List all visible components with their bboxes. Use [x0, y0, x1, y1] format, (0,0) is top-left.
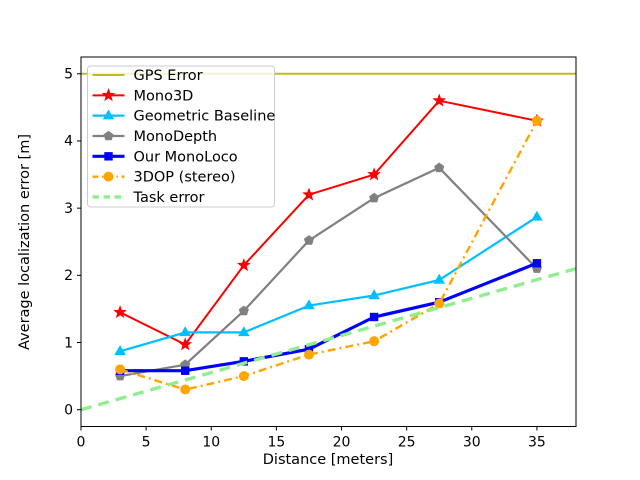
- legend-label: MonoDepth: [134, 129, 218, 145]
- circle-marker: [531, 115, 542, 126]
- axes: 0 5 10 15 20 25 30 35 0 1 2 3 4 5: [64, 56, 577, 451]
- square-marker: [369, 312, 379, 322]
- circle-marker: [115, 364, 126, 375]
- legend-entry-3dop-stereo: 3DOP (stereo): [92, 170, 236, 186]
- y-tick-label: 2: [64, 268, 73, 284]
- legend-entry-monodepth: MonoDepth: [92, 129, 218, 145]
- star-marker: [237, 258, 251, 272]
- circle-marker: [180, 384, 191, 395]
- series-line-our-monoloco: [120, 261, 538, 373]
- square-marker: [304, 345, 314, 354]
- pentagon-marker: [434, 162, 445, 173]
- circle-marker: [369, 336, 380, 347]
- y-tick-label: 3: [64, 201, 73, 217]
- series-our-monoloco: [115, 259, 542, 375]
- square-marker: [239, 357, 249, 366]
- x-tick-label: 5: [142, 435, 151, 451]
- x-tick-label: 25: [398, 435, 416, 451]
- circle-marker: [238, 371, 249, 382]
- circle-marker: [103, 171, 114, 182]
- series-3dop-stereo: [115, 115, 542, 395]
- x-tick-label: 0: [77, 435, 86, 451]
- triangle-marker: [179, 326, 191, 337]
- plot-border: [80, 56, 577, 427]
- legend-label: Geometric Baseline: [134, 109, 276, 125]
- star-marker: [113, 305, 127, 319]
- triangle-marker: [433, 273, 445, 284]
- legend-label: GPS Error: [134, 68, 203, 84]
- legend-label: 3DOP (stereo): [134, 170, 236, 186]
- y-tick-label: 0: [64, 402, 73, 418]
- y-tick-label: 1: [64, 335, 73, 351]
- star-marker: [178, 337, 193, 351]
- x-axis-label: Distance [meters]: [263, 452, 394, 468]
- x-tick-label: 10: [202, 435, 220, 451]
- triangle-marker: [303, 299, 315, 310]
- star-marker: [101, 88, 116, 102]
- y-tick-label: 5: [64, 67, 73, 83]
- x-tick-label: 20: [333, 435, 351, 451]
- legend-entry-our-monoloco: Our MonoLoco: [92, 149, 238, 165]
- y-axis-label: Average localization error [m]: [17, 134, 33, 350]
- series-geometric-baseline: [114, 210, 543, 355]
- triangle-marker: [114, 345, 126, 355]
- y-tick-label: 4: [64, 134, 73, 150]
- circle-marker: [434, 298, 445, 309]
- pentagon-marker: [369, 192, 380, 203]
- x-tick-label: 15: [267, 435, 285, 451]
- series-task-error: [80, 266, 577, 412]
- legend-label: Mono3D: [134, 88, 194, 104]
- star-marker: [367, 167, 381, 181]
- circle-marker: [303, 349, 314, 360]
- triangle-marker: [238, 326, 250, 337]
- x-tick-label: 30: [463, 435, 481, 451]
- legend-label: Task error: [133, 190, 205, 206]
- star-marker: [302, 187, 316, 201]
- pentagon-marker: [238, 305, 249, 316]
- pentagon-marker: [303, 235, 314, 245]
- legend-entry-task-error: Task error: [92, 190, 205, 206]
- legend-entry-mono3d: Mono3D: [92, 88, 194, 104]
- square-marker: [181, 366, 190, 375]
- x-tick-label: 35: [528, 435, 546, 451]
- triangle-marker: [102, 109, 115, 120]
- plot-area: [80, 72, 577, 412]
- square-marker: [532, 259, 542, 268]
- triangle-marker: [368, 289, 380, 300]
- legend: GPS Error Mono3D Geometric Baseline MonoDep…: [87, 65, 276, 208]
- pentagon-marker: [103, 130, 114, 141]
- legend-box: [87, 65, 275, 208]
- legend-label: Our MonoLoco: [134, 149, 238, 165]
- star-marker: [432, 93, 447, 107]
- series-line-task-error: [80, 266, 577, 412]
- legend-entry-geometric-baseline: Geometric Baseline: [92, 109, 276, 125]
- legend-entry-gps-error: GPS Error: [92, 68, 203, 84]
- triangle-marker: [531, 210, 543, 221]
- square-marker: [104, 152, 113, 161]
